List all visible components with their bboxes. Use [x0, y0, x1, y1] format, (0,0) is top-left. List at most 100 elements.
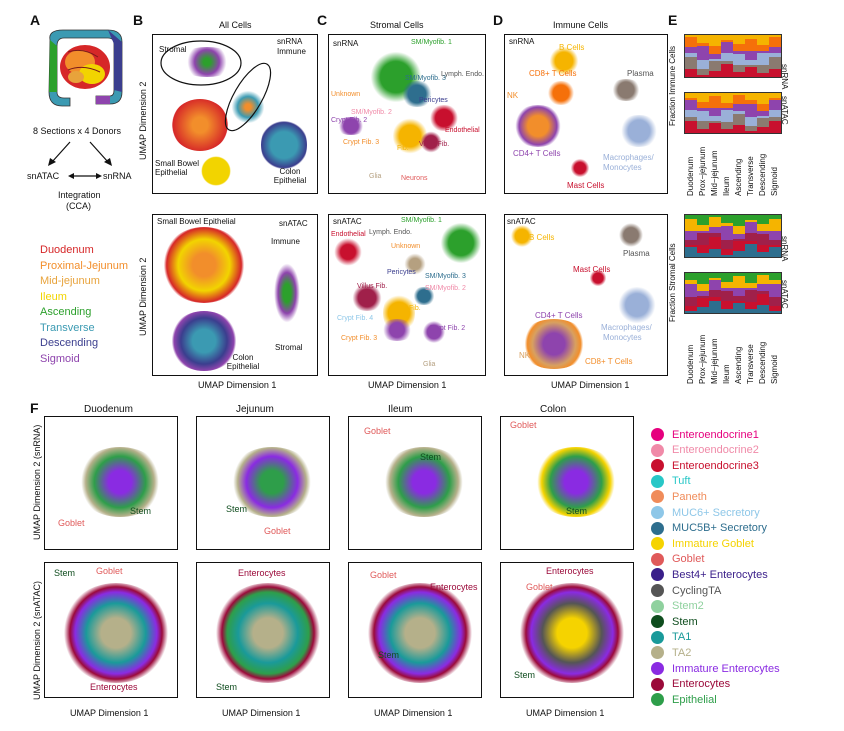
- bar-segment: [757, 273, 769, 275]
- legend-swatch: [651, 474, 664, 488]
- bar-segment: [709, 60, 721, 71]
- bar-segment: [745, 103, 757, 117]
- panel-f-xlabel: UMAP Dimension 1: [526, 708, 605, 718]
- bar-segment: [721, 226, 733, 240]
- legend-item: Paneth: [651, 490, 707, 504]
- stacked-bar: [709, 35, 721, 77]
- bar-segment: [769, 120, 781, 133]
- bar-segment: [745, 273, 757, 283]
- cell-type-annotation: Stem: [514, 670, 536, 680]
- legend-label: Goblet: [672, 553, 705, 566]
- panel-b-xlabel: UMAP Dimension 1: [198, 380, 277, 390]
- bar-segment: [757, 111, 769, 117]
- bar-segment: [709, 278, 721, 280]
- cell-type-annotation: Enterocytes: [90, 682, 138, 692]
- legend-item: Immature Enterocytes: [651, 662, 780, 675]
- stromal-cluster-label: Lymph. Endo.: [369, 229, 412, 236]
- stromal-cluster-label: SM/Myofib. 2: [351, 109, 392, 116]
- stacked-bar: [685, 35, 697, 77]
- bar-segment: [733, 301, 745, 303]
- stacked-bar: [745, 93, 757, 133]
- immune-cluster-label: NK: [519, 351, 531, 360]
- bar-segment: [733, 124, 745, 133]
- bar-segment: [697, 273, 709, 284]
- bar-segment: [745, 290, 757, 302]
- bar-segment: [745, 116, 757, 126]
- epithelial-umap-snatac: [348, 562, 482, 698]
- legend-swatch: [651, 490, 664, 504]
- panel-d-xlabel: UMAP Dimension 1: [551, 380, 630, 390]
- bar-segment: [685, 93, 697, 99]
- sb-epi-label: Small Bowel Epithelial: [157, 217, 236, 226]
- bar-segment: [757, 284, 769, 291]
- bar-segment: [733, 72, 745, 77]
- stromal-cluster-label: Crypt Fib. 2: [429, 325, 466, 332]
- bar-segment: [769, 36, 781, 47]
- panel-label-e: E: [668, 12, 678, 28]
- immune-cluster-label: Monocytes: [603, 333, 642, 342]
- legend-swatch: [651, 615, 664, 629]
- cell-type-annotation: Stem: [54, 568, 76, 578]
- legend-item: Best4+ Enterocytes: [651, 568, 768, 582]
- stacked-bar: [721, 215, 733, 257]
- bar-segment: [697, 215, 709, 225]
- bar-segment: [733, 239, 745, 241]
- bar-segment: [733, 104, 745, 111]
- bar-segment: [745, 35, 757, 39]
- bar-segment: [697, 93, 709, 102]
- modality-label: snRNA: [333, 39, 359, 48]
- panel-label-f: F: [30, 400, 39, 416]
- immune-cluster-label: Macrophages/: [603, 153, 654, 162]
- legend-item: Stem2: [651, 599, 704, 613]
- snatac-label-a: snATAC: [27, 171, 60, 181]
- stacked-bar: [697, 273, 709, 313]
- bar-segment: [709, 273, 721, 279]
- cluster-blob: [379, 447, 469, 517]
- bar-segment: [769, 110, 781, 118]
- bar-segment: [721, 290, 733, 302]
- legend-label: Paneth: [672, 490, 707, 503]
- stacked-bar: [733, 93, 745, 133]
- bar-segment: [685, 311, 697, 313]
- stromal-label: Stromal: [159, 45, 187, 54]
- stacked-bar: [745, 215, 757, 257]
- stacked-bar: [721, 273, 733, 313]
- bar-segment: [709, 122, 721, 133]
- bar-segment: [685, 56, 697, 69]
- immune-cluster-label: Monocytes: [603, 163, 642, 172]
- column-title: Jejunum: [236, 404, 274, 415]
- bar-segment: [769, 246, 781, 257]
- cluster-blob: [517, 583, 627, 683]
- column-title: Colon: [540, 404, 567, 415]
- bar-segment: [733, 302, 745, 313]
- segment-legend-item: Ascending: [40, 306, 92, 318]
- immune-cluster-label: CD8+ T Cells: [585, 357, 633, 366]
- immune-cluster-label: Plasma: [627, 69, 654, 78]
- stacked-bar: [685, 215, 697, 257]
- epithelial-umap-snatac: [196, 562, 330, 698]
- legend-item: Enteroendocrine1: [651, 428, 759, 441]
- bar-segment: [685, 283, 697, 297]
- bar-segment: [721, 108, 733, 111]
- legend-swatch: [651, 599, 664, 613]
- bar-segment: [757, 65, 769, 73]
- cell-type-annotation: Enterocytes: [430, 582, 478, 592]
- legend-swatch: [651, 662, 664, 675]
- segment-axis-label: Ascending: [734, 346, 743, 384]
- legend-label: Epithelial: [672, 693, 717, 706]
- legend-label: CyclingTA: [672, 584, 722, 597]
- umap-all-snatac: Small Bowel Epithelial snATAC Immune Col…: [152, 214, 318, 376]
- bar-segment: [697, 75, 709, 77]
- bar-segment: [685, 68, 697, 77]
- bar-segment: [733, 110, 745, 114]
- panel-f-xlabel: UMAP Dimension 1: [374, 708, 453, 718]
- segment-legend-item: Mid-jejunum: [40, 275, 100, 287]
- bar-segment: [685, 53, 697, 57]
- immune-cluster-label: Macrophages/: [601, 323, 652, 332]
- legend-swatch: [651, 459, 664, 473]
- epithelial-umap-snrna: [500, 416, 634, 550]
- bar-segment: [709, 215, 721, 217]
- legend-swatch: [651, 552, 664, 566]
- bar-segment: [757, 252, 769, 257]
- segment-axis-label: Mid−jejunum: [710, 150, 719, 196]
